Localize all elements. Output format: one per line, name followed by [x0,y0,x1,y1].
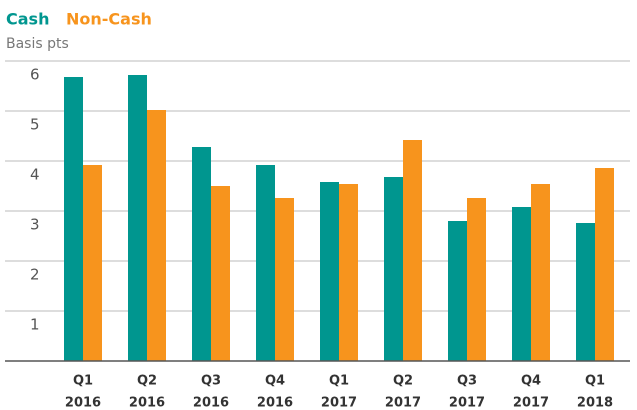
bar [467,198,486,361]
x-tick-label: Q1 [329,374,349,389]
bar [531,184,550,361]
x-tick-label: Q2 [137,374,157,389]
x-tick-label: 2016 [129,396,165,410]
y-tick-label: 5 [30,116,40,134]
bar [595,168,614,361]
y-tick-label: 2 [30,266,40,284]
x-tick-label: 2018 [577,396,613,410]
bar [448,221,467,361]
x-tick-label: 2016 [257,396,293,410]
bar [83,165,102,361]
bar [147,110,166,361]
x-tick-label: 2017 [513,396,549,410]
bar [339,184,358,361]
x-tick-label: 2017 [321,396,357,410]
x-tick-label: Q2 [393,374,413,389]
x-tick-label: Q3 [457,374,477,389]
subtitle: Basis pts [6,36,69,52]
bar [256,165,275,361]
x-tick-label: 2017 [449,396,485,410]
bar [403,140,422,361]
x-tick-label: Q4 [521,374,541,389]
bar [320,182,339,361]
x-tick-label: Q3 [201,374,221,389]
bar [128,75,147,361]
legend-cash: Cash [6,10,49,29]
x-tick-label: Q4 [265,374,285,389]
x-tick-label: Q1 [585,374,605,389]
x-tick-label: 2016 [65,396,101,410]
bar [211,186,230,361]
bar [576,223,595,361]
bar [64,77,83,361]
x-tick-label: 2017 [385,396,421,410]
x-tick-label: Q1 [73,374,93,389]
bar [512,207,531,361]
x-tick-label: 2016 [193,396,229,410]
bar [192,147,211,361]
y-tick-label: 4 [30,166,40,184]
legend-non-cash: Non-Cash [66,10,152,29]
y-tick-label: 3 [30,216,40,234]
bar [384,177,403,361]
y-tick-label: 1 [30,316,40,334]
bar [275,198,294,361]
y-tick-label: 6 [30,66,40,84]
